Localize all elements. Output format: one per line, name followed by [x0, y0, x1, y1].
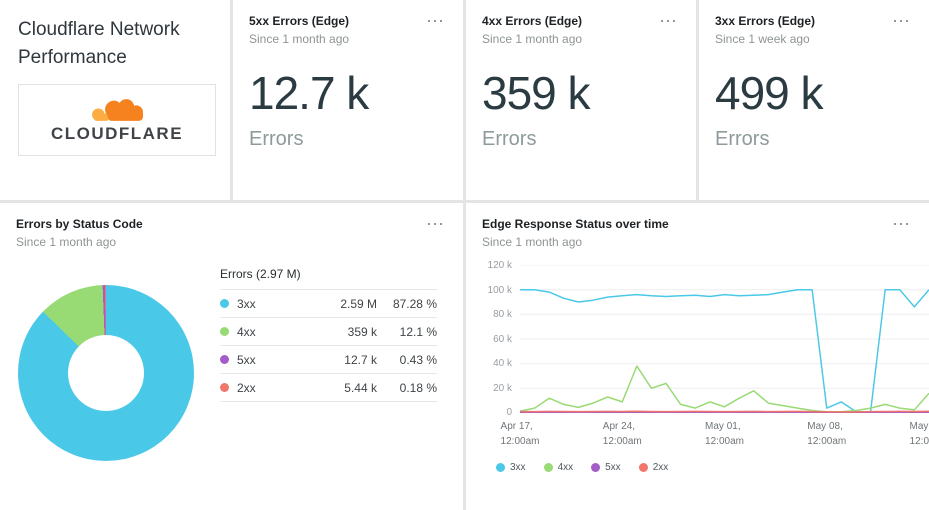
stat-unit: Errors [715, 128, 770, 150]
pie-legend-table: Errors (2.97 M) 3xx 2.59 M 87.28 % 4xx 359 k… [220, 267, 437, 461]
cloudflare-cloud-icon [92, 99, 143, 122]
pie-rows: 3xx 2.59 M 87.28 % 4xx 359 k 12.1 % 5xx 12.7 k 0… [220, 290, 437, 402]
legend-item-3xx[interactable]: 3xx [496, 462, 526, 473]
card-menu-button[interactable]: ⋯ [426, 11, 445, 31]
y-axis-label: 100 k [487, 284, 512, 296]
series-color-dot [220, 299, 229, 308]
pie-legend-row[interactable]: 5xx 12.7 k 0.43 % [220, 346, 437, 374]
card-subtitle: Since 1 month ago [16, 235, 117, 249]
stat-card-5xx: 5xx Errors (Edge) Since 1 month ago ⋯ 12… [233, 0, 463, 200]
card-title: 3xx Errors (Edge) [715, 14, 816, 28]
title-card: Cloudflare Network Performance CLOUDFLAR… [0, 0, 230, 200]
stat-value: 359 k [482, 67, 591, 119]
series-value: 5.44 k [344, 380, 377, 395]
card-title: 5xx Errors (Edge) [249, 14, 350, 28]
line-chart-plot[interactable] [520, 265, 929, 413]
y-axis-labels: 120 k 100 k 80 k 60 k 40 k 20 k 0 [482, 260, 520, 418]
series-value: 2.59 M [340, 296, 377, 311]
legend-label: 5xx [605, 462, 621, 473]
pie-table-header: Errors (2.97 M) [220, 267, 437, 290]
card-menu-button[interactable]: ⋯ [892, 214, 911, 234]
pie-legend-row[interactable]: 3xx 2.59 M 87.28 % [220, 290, 437, 318]
cloudflare-logo: CLOUDFLARE [18, 84, 216, 157]
legend-item-2xx[interactable]: 2xx [638, 462, 669, 473]
x-axis-label: May 08, 12:00am [807, 421, 847, 447]
card-title: 4xx Errors (Edge) [482, 14, 583, 28]
card-title: Errors by Status Code [16, 217, 143, 231]
legend-color-dot [543, 463, 553, 472]
donut-hole [68, 335, 144, 411]
series-label: 4xx [237, 324, 256, 339]
card-subtitle: Since 1 month ago [482, 32, 583, 46]
pie-legend-row[interactable]: 4xx 359 k 12.1 % [220, 318, 437, 346]
y-axis-label: 120 k [487, 260, 512, 271]
legend-color-dot [638, 463, 648, 472]
series-value: 12.7 k [344, 352, 377, 367]
series-label: 5xx [237, 352, 256, 367]
series-label: 2xx [237, 380, 256, 395]
y-axis-label: 20 k [493, 382, 512, 394]
pie-legend-row[interactable]: 2xx 5.44 k 0.18 % [220, 374, 437, 402]
stat-value: 499 k [715, 67, 824, 119]
plot-area: Apr 17, 12:00am Apr 24, 12:00am May 01, 12:00… [501, 265, 929, 450]
cloudflare-wordmark: CLOUDFLARE [50, 124, 184, 144]
donut-chart[interactable] [18, 285, 194, 461]
legend-label: 2xx [652, 462, 669, 473]
card-menu-button[interactable]: ⋯ [426, 214, 445, 234]
legend-item-4xx[interactable]: 4xx [543, 462, 574, 473]
y-axis-label: 0 [506, 407, 512, 418]
stat-value: 12.7 k [249, 67, 369, 119]
x-axis-label: Apr 17, 12:00am [500, 421, 540, 447]
series-percent: 12.1 % [399, 324, 437, 339]
card-subtitle: Since 1 month ago [482, 235, 583, 249]
legend-label: 4xx [557, 462, 574, 473]
stat-card-4xx: 4xx Errors (Edge) Since 1 month ago ⋯ 35… [466, 0, 696, 200]
card-menu-button[interactable]: ⋯ [659, 11, 678, 31]
series-line-2xx [520, 410, 929, 413]
y-axis-label: 60 k [493, 333, 512, 345]
stat-unit: Errors [249, 128, 304, 150]
stat-unit: Errors [482, 128, 537, 150]
legend-color-dot [591, 463, 601, 472]
y-axis-label: 40 k [493, 358, 512, 369]
series-percent: 87.28 % [392, 296, 437, 311]
card-title: Edge Response Status over time [482, 217, 669, 231]
series-color-dot [220, 383, 229, 392]
x-axis-label: May 01, 12:00am [705, 421, 744, 447]
legend-label: 3xx [510, 462, 526, 473]
legend-item-5xx[interactable]: 5xx [591, 462, 621, 473]
dashboard-title: Cloudflare Network Performance [18, 19, 180, 68]
series-value: 359 k [347, 324, 377, 339]
card-subtitle: Since 1 month ago [249, 32, 350, 46]
series-line-4xx [520, 365, 929, 413]
line-chart: 120 k 100 k 80 k 60 k 40 k 20 k 0 Apr 17, 12:00… [482, 260, 929, 450]
card-subtitle: Since 1 week ago [715, 32, 810, 46]
card-menu-button[interactable]: ⋯ [892, 11, 911, 31]
series-percent: 0.43 % [399, 352, 437, 367]
series-percent: 0.18 % [399, 380, 437, 395]
series-color-dot [220, 355, 229, 364]
legend-color-dot [496, 463, 505, 472]
errors-by-status-card: Errors by Status Code Since 1 month ago … [0, 203, 463, 510]
x-axis-label: Apr 24, 12:00am [602, 421, 642, 447]
x-axis-label: May 15,12:00am [909, 421, 929, 447]
chart-legend: 3xx 4xx 5xx 2xx [482, 462, 913, 473]
series-label: 3xx [237, 296, 256, 311]
stat-card-3xx: 3xx Errors (Edge) Since 1 week ago ⋯ 499… [699, 0, 929, 200]
x-axis-labels: Apr 17, 12:00am Apr 24, 12:00am May 01, 12:00… [501, 420, 929, 450]
series-line-3xx [520, 288, 929, 413]
series-color-dot [220, 327, 229, 336]
edge-response-status-card: Edge Response Status over time Since 1 m… [466, 203, 929, 510]
y-axis-label: 80 k [493, 309, 512, 320]
